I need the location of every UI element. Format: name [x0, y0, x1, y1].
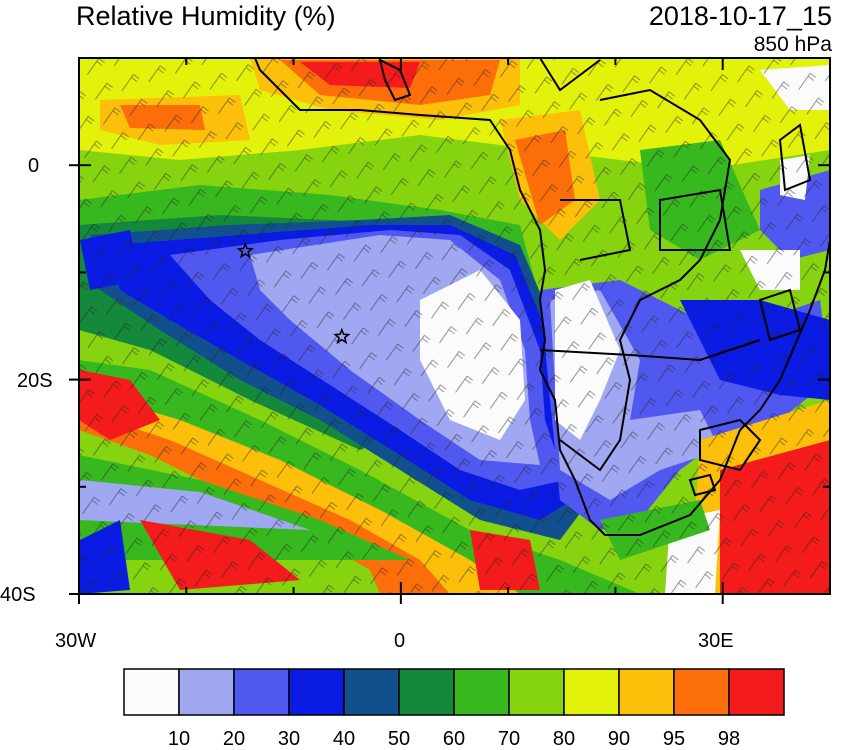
valid-time: 2018-10-17_15	[648, 1, 832, 31]
markers-layer	[236, 241, 351, 345]
colorbar-swatch	[508, 668, 565, 716]
colorbar-label: 90	[607, 728, 631, 750]
colorbar-label: 50	[387, 728, 411, 750]
colorbar-swatch	[123, 668, 180, 716]
lat-label-40s: 40S	[0, 584, 36, 606]
colorbar-label: 98	[717, 728, 741, 750]
colorbar	[123, 668, 785, 716]
colorbar-label: 30	[277, 728, 301, 750]
lon-label-30w: 30W	[55, 630, 97, 652]
colorbar-swatch	[178, 668, 235, 716]
colorbar-label: 10	[167, 728, 191, 750]
colorbar-swatch	[453, 668, 510, 716]
colorbar-swatch	[618, 668, 675, 716]
coastline	[254, 58, 830, 536]
colorbar-label: 70	[497, 728, 521, 750]
star-marker-2	[333, 327, 351, 345]
colorbar-label: 40	[332, 728, 356, 750]
lon-label-0: 0	[394, 630, 406, 652]
colorbar-swatch	[288, 668, 345, 716]
humidity-field	[79, 58, 830, 594]
lat-label-0: 0	[28, 155, 40, 177]
plot-frame	[78, 57, 831, 595]
colorbar-swatch	[343, 668, 400, 716]
colorbar-label: 80	[552, 728, 576, 750]
colorbar-swatch	[673, 668, 730, 716]
lat-label-20s: 20S	[17, 370, 53, 392]
map-title: Relative Humidity (%)	[76, 1, 336, 31]
colorbar-label: 20	[222, 728, 246, 750]
star-marker-1	[236, 241, 254, 259]
colorbar-label: 60	[442, 728, 466, 750]
pressure-level: 850 hPa	[753, 33, 832, 56]
colorbar-swatch	[398, 668, 455, 716]
colorbar-swatch	[728, 668, 785, 716]
colorbar-swatch	[563, 668, 620, 716]
colorbar-swatch	[233, 668, 290, 716]
lon-label-30e: 30E	[698, 630, 734, 652]
axis-ticks	[69, 57, 831, 604]
colorbar-label: 95	[662, 728, 686, 750]
